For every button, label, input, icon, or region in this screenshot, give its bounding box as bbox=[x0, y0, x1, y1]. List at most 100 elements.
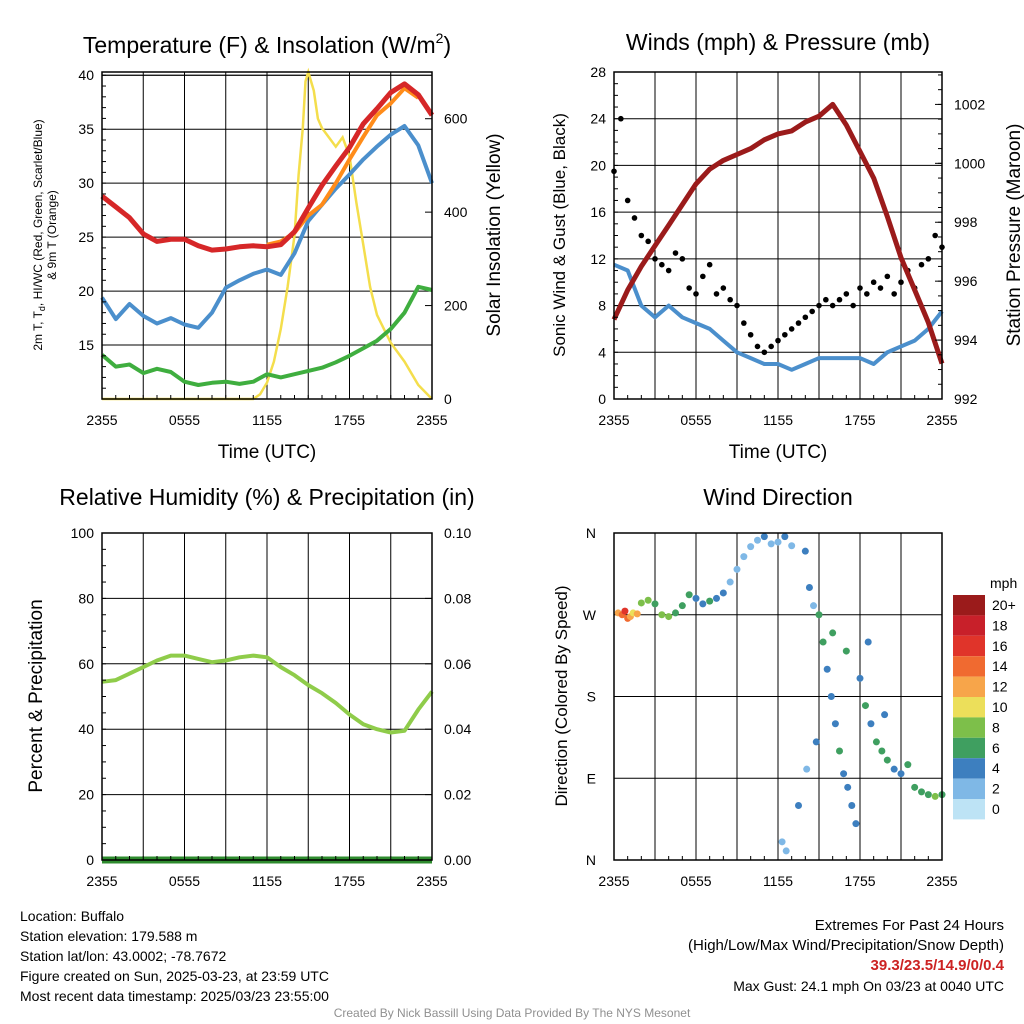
elevation-text: Station elevation: 179.588 m bbox=[20, 928, 198, 944]
direction-point bbox=[781, 533, 789, 541]
gust-point bbox=[631, 215, 638, 221]
x-tick-label: 2355 bbox=[598, 412, 629, 428]
red-temperature-line bbox=[100, 81, 435, 253]
direction-point bbox=[685, 591, 693, 599]
gust-point bbox=[843, 291, 850, 297]
gust-point bbox=[857, 285, 863, 291]
direction-point bbox=[713, 594, 720, 602]
direction-point bbox=[864, 638, 872, 646]
legend-swatch bbox=[953, 737, 985, 759]
y2-tick-label: 200 bbox=[444, 298, 468, 314]
x-tick-label: 0555 bbox=[169, 412, 200, 428]
gust-point bbox=[850, 302, 856, 309]
gust-point bbox=[659, 261, 665, 268]
orange-temperature-line bbox=[266, 86, 420, 247]
x-tick-label: 2355 bbox=[926, 412, 957, 428]
y-tick-label: 15 bbox=[78, 337, 94, 353]
extremes-values: 39.3/23.5/14.9/0/0.4 bbox=[870, 957, 1004, 974]
rh-line bbox=[101, 653, 434, 735]
legend-label: 4 bbox=[992, 760, 1000, 776]
direction-point bbox=[883, 756, 891, 764]
direction-point bbox=[658, 611, 666, 619]
x-tick-label: 1155 bbox=[252, 873, 282, 889]
x-tick-label: 0555 bbox=[680, 412, 711, 428]
gust-point bbox=[672, 250, 679, 256]
y2-tick-label: 0.02 bbox=[444, 787, 471, 803]
gust-point bbox=[925, 256, 932, 262]
direction-point bbox=[897, 770, 905, 778]
y2-tick-label: 0.08 bbox=[444, 590, 471, 606]
winds-panel: Winds (mph) & Pressure (mb) 2355 0555 1155… bbox=[550, 29, 1024, 463]
y-tick-label: 12 bbox=[590, 251, 606, 267]
y-tick-label: N bbox=[586, 852, 596, 868]
extremes-title: Extremes For Past 24 Hours bbox=[814, 917, 1004, 934]
legend-label: 0 bbox=[992, 801, 1000, 817]
direction-point bbox=[672, 609, 679, 617]
direction-point bbox=[678, 602, 686, 610]
gust-point bbox=[898, 279, 904, 286]
temp-ylabel: 2m T, Td, HI/WC (Red, Green, Scarlet/Blu… bbox=[31, 119, 47, 350]
x-tick-label: 1155 bbox=[763, 873, 793, 889]
y-tick-label: 35 bbox=[78, 121, 94, 137]
legend-label: 18 bbox=[992, 617, 1008, 633]
direction-point bbox=[819, 638, 827, 646]
legend-label: 8 bbox=[992, 719, 1000, 735]
direction-point bbox=[924, 791, 932, 799]
direction-point bbox=[760, 533, 768, 541]
legend-label: 16 bbox=[992, 638, 1008, 654]
legend-title: mph bbox=[990, 575, 1017, 591]
direction-point bbox=[621, 607, 629, 615]
legend-label: 12 bbox=[992, 679, 1008, 695]
direction-point bbox=[733, 565, 741, 573]
gust-point bbox=[720, 285, 727, 291]
y2-tick-label: 1002 bbox=[954, 96, 985, 112]
x-tick-label: 2355 bbox=[416, 412, 447, 428]
direction-point bbox=[840, 770, 848, 778]
direction-point bbox=[774, 538, 782, 546]
direction-point bbox=[782, 847, 790, 855]
direction-point bbox=[788, 542, 796, 550]
y-tick-label: 20 bbox=[78, 283, 94, 299]
direction-point bbox=[831, 720, 839, 728]
gust-point bbox=[624, 197, 631, 204]
direction-point bbox=[918, 788, 925, 796]
temperature-panel: Temperature (F) & Insolation (W/m2) 2355… bbox=[31, 30, 505, 463]
x-tick-label: 0555 bbox=[169, 873, 200, 889]
location-text: Location: Buffalo bbox=[20, 908, 125, 924]
gust-point bbox=[700, 273, 706, 280]
y2-tick-label: 400 bbox=[444, 204, 468, 220]
legend-swatch bbox=[953, 758, 985, 779]
y-tick-label: 20 bbox=[78, 787, 94, 803]
max-gust-text: Max Gust: 24.1 mph On 03/23 at 0040 UTC bbox=[733, 978, 1004, 994]
gust-point bbox=[795, 320, 802, 326]
direction-point bbox=[810, 602, 818, 610]
y-tick-label: N bbox=[586, 525, 596, 541]
insolation-ylabel: Solar Insolation (Yellow) bbox=[484, 133, 505, 336]
rh-ylabel: Percent & Precipitation bbox=[26, 599, 47, 792]
direction-point bbox=[699, 600, 707, 608]
gust-point bbox=[877, 285, 884, 291]
insolation-line bbox=[102, 67, 433, 401]
temp-ylabel-line2: & 9m T (Orange) bbox=[45, 190, 59, 280]
credit-text: Created By Nick Bassill Using Data Provi… bbox=[333, 1006, 691, 1020]
x-tick-label: 1755 bbox=[844, 412, 875, 428]
legend-label: 14 bbox=[992, 658, 1008, 674]
y2-tick-label: 0.06 bbox=[444, 656, 471, 672]
direction-point bbox=[778, 838, 786, 846]
y-tick-label: 8 bbox=[598, 298, 606, 314]
legend-swatch bbox=[953, 799, 985, 820]
direction-point bbox=[872, 738, 880, 746]
direction-point bbox=[644, 596, 652, 604]
legend-swatch bbox=[953, 717, 985, 738]
y-tick-label: 0 bbox=[86, 852, 94, 868]
x-tick-label: 2355 bbox=[598, 873, 629, 889]
gust-point bbox=[713, 291, 720, 297]
legend-label: 6 bbox=[992, 740, 1000, 756]
y2-tick-label: 0 bbox=[444, 391, 452, 407]
gust-point bbox=[918, 261, 925, 268]
y-tick-label: S bbox=[587, 689, 596, 705]
direction-point bbox=[881, 711, 889, 719]
gust-point bbox=[645, 238, 651, 245]
direction-point bbox=[767, 540, 775, 548]
